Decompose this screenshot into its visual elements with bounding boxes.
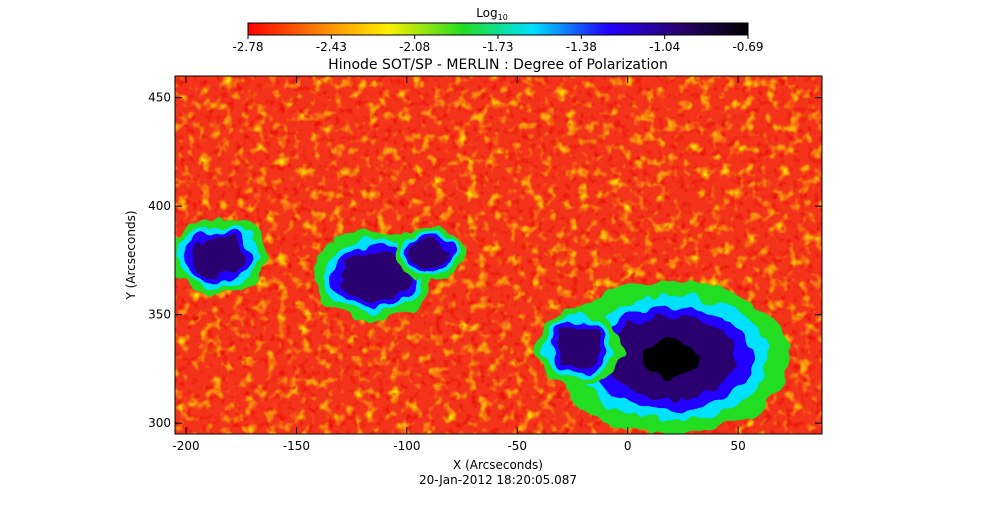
colorbar-tick-label: -2.43 xyxy=(316,40,347,54)
x-tick-label: 0 xyxy=(624,439,632,453)
colorbar-tick-label: -1.73 xyxy=(482,40,513,54)
y-tick-label: 350 xyxy=(148,308,171,322)
x-tick-label: -100 xyxy=(393,439,420,453)
colorbar-tick-label: -2.78 xyxy=(232,40,263,54)
x-tick-label: -50 xyxy=(507,439,527,453)
x-axis-label: X (Arcseconds) xyxy=(453,458,543,472)
colorbar-gradient xyxy=(247,22,749,36)
pore-west xyxy=(175,218,269,295)
colorbar-tick-label: -1.04 xyxy=(649,40,680,54)
polarization-map xyxy=(175,76,822,434)
sunspot-east-pore xyxy=(537,309,621,386)
colorbar-tick-label: -0.69 xyxy=(732,40,763,54)
colorbar-tick-label: -2.08 xyxy=(399,40,430,54)
y-tick-label: 300 xyxy=(148,416,171,430)
pore-central-ne xyxy=(394,227,464,281)
x-axis: -200 -150 -100 -50 0 50 xyxy=(172,76,746,453)
y-axis-label: Y (Arcseconds) xyxy=(124,210,138,300)
chart-title: Hinode SOT/SP - MERLIN : Degree of Polar… xyxy=(328,57,668,73)
y-tick-label: 400 xyxy=(148,199,171,213)
x-tick-label: 50 xyxy=(730,439,745,453)
y-tick-label: 450 xyxy=(148,91,171,105)
x-tick-label: -150 xyxy=(283,439,310,453)
y-axis: 300 350 400 450 xyxy=(148,91,822,430)
colorbar-tick-label: -1.38 xyxy=(566,40,597,54)
x-tick-label: -200 xyxy=(172,439,199,453)
colorbar: Log10 -2.78 -2.43 -2.08 -1.73 -1.38 -1.04 -0.6… xyxy=(232,6,763,54)
timestamp: 20-Jan-2012 18:20:05.087 xyxy=(419,473,577,487)
sunspot-east-main xyxy=(554,282,790,434)
colorbar-title: Log10 xyxy=(476,6,508,22)
